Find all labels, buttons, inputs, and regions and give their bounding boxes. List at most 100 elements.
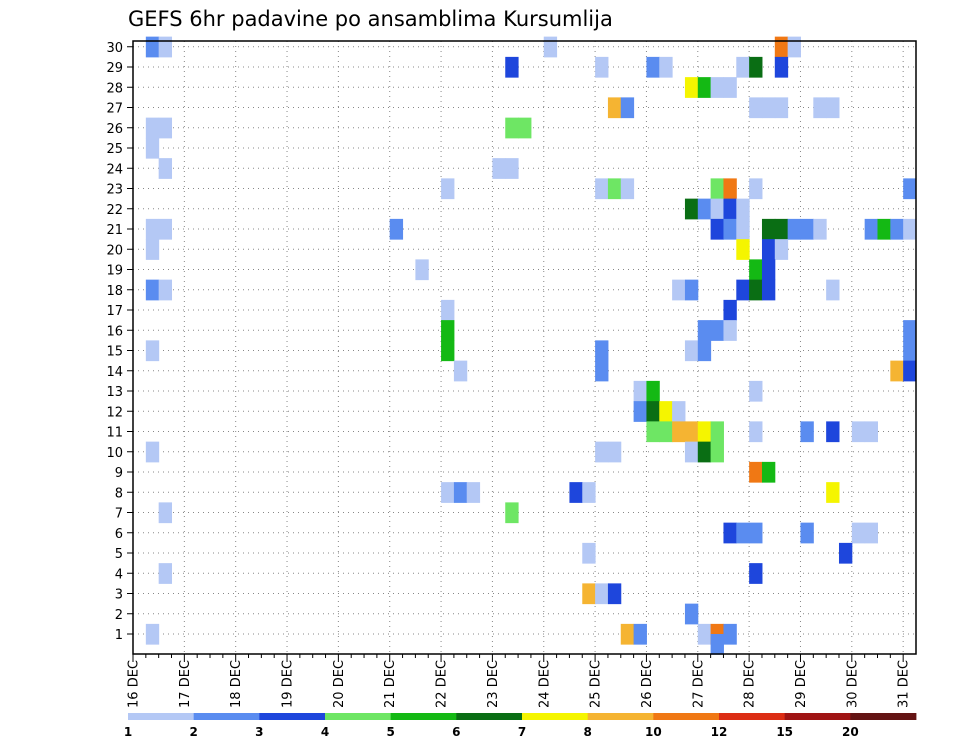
precip-cell [684,340,699,362]
precip-cell [761,97,776,119]
y-tick-label: 25 [106,142,123,157]
legend-label: 8 [583,725,591,739]
y-tick-label: 4 [115,567,123,582]
precip-cell [684,77,699,98]
x-tick-label: 24 DEC [537,660,552,708]
y-tick-label: 12 [106,405,123,420]
legend-swatch [850,713,917,720]
precip-cell [736,218,750,240]
precip-cell [761,279,776,301]
y-tick-label: 27 [106,102,123,117]
precip-cell [697,320,712,341]
precip-cell [453,482,468,503]
precip-cell [864,218,878,240]
precip-cell [710,421,724,443]
precip-cell [672,279,686,301]
y-tick-label: 22 [106,203,123,218]
precip-cell [684,198,699,220]
precip-cell [749,461,763,483]
precip-cell [441,482,455,503]
precip-cell [697,441,712,463]
y-tick-label: 14 [106,365,123,380]
precip-cell [749,380,763,402]
precip-cell [582,482,596,503]
precip-cell [453,360,468,382]
precip-cell [582,583,596,605]
precip-cell [787,36,801,58]
x-tick-label: 17 DEC [178,660,193,708]
precip-cell [736,522,750,544]
legend-label: 2 [189,725,197,739]
precip-cell [158,218,173,240]
legend-swatch [653,713,720,720]
x-tick-label: 27 DEC [691,660,706,708]
precip-cell [826,279,840,301]
x-tick-label: 21 DEC [383,660,398,708]
precip-cell [659,401,673,422]
legend-label: 10 [645,725,662,739]
y-tick-label: 1 [115,628,123,643]
precip-cell [659,421,673,443]
y-tick-label: 29 [106,61,123,76]
precip-cell [595,583,609,605]
plot-frame [132,40,917,655]
y-tick-label: 21 [106,223,123,238]
y-tick-label: 11 [106,426,123,441]
precip-cell [736,279,750,301]
precip-cell [723,77,737,98]
precip-cell [543,36,558,58]
precip-cell [723,178,737,200]
precip-cell [697,623,712,645]
precip-cell [684,603,699,625]
precip-cell [749,522,763,544]
precip-cell [761,218,776,240]
precip-cell [761,239,776,260]
y-tick-label: 28 [106,81,123,96]
x-tick-label: 20 DEC [332,660,347,708]
precip-cell [736,198,750,220]
precip-cell [864,421,878,443]
precip-cell [441,299,455,321]
legend-swatch [587,713,654,720]
precip-cell [145,36,160,58]
precip-cell [749,56,763,78]
precip-cell [903,218,917,240]
precip-cell [646,401,660,422]
precip-cell [646,56,660,78]
legend-swatch [259,713,326,720]
precip-cell [851,421,866,443]
precip-cell [415,259,429,281]
precip-cell [736,56,750,78]
y-tick-label: 18 [106,284,123,299]
precip-cell [595,178,609,200]
precip-cell [800,421,814,443]
legend-label: 5 [386,725,394,739]
y-tick-label: 19 [106,264,123,279]
precip-cell [697,77,712,98]
precip-cell [672,421,686,443]
y-tick-label: 3 [115,588,123,603]
legend-swatch [456,713,523,720]
precip-cell [723,320,737,341]
precip-cell [774,97,789,119]
precip-cell [389,218,404,240]
precip-cell [145,218,160,240]
y-tick-label: 30 [106,41,123,56]
y-tick-label: 8 [115,486,123,501]
precip-cell [723,522,737,544]
precip-cell [145,239,160,260]
precip-cell [441,178,455,200]
precip-cell [749,259,763,281]
precip-cell [441,340,455,362]
y-tick-label: 6 [115,527,123,542]
precip-cell [774,56,789,78]
y-tick-label: 10 [106,446,123,461]
precip-cell [158,563,173,584]
precip-cell [145,137,160,159]
precip-cell [158,279,173,301]
x-tick-label: 26 DEC [640,660,655,708]
precip-cell [838,542,853,564]
precip-cell [890,218,904,240]
precip-cell [145,441,160,463]
